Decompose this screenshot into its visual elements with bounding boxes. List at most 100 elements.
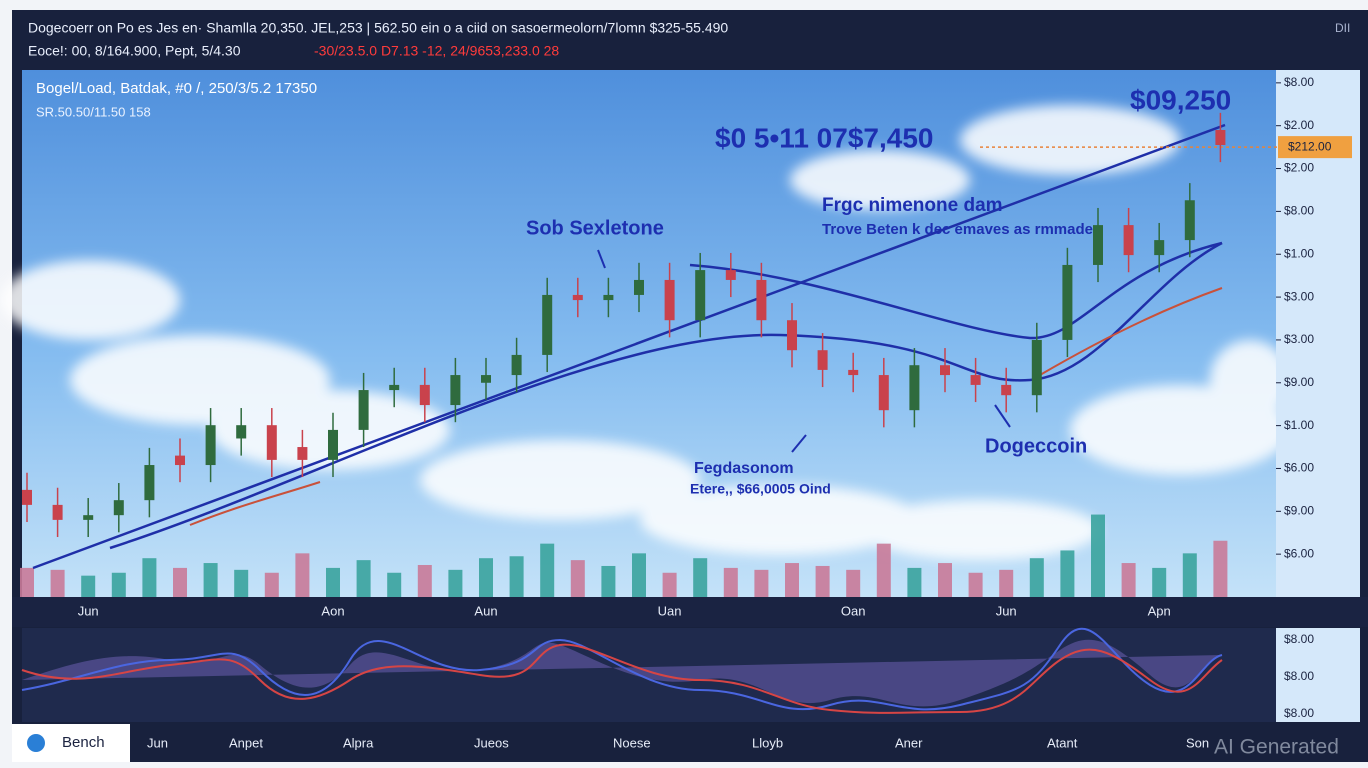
footer-label: Anpet [229, 735, 263, 750]
footer-label: Noese [613, 735, 651, 750]
candle-body [113, 500, 124, 516]
candle-body [328, 429, 338, 460]
x-tick-label: Jun [78, 603, 99, 618]
header-info: Eoce!: 00, 8/164.900, Pept, 5/4.30 [28, 43, 241, 59]
volume-bar [632, 553, 646, 597]
volume-bar [662, 572, 677, 597]
annotation: $0 5•11 07$7,450 [715, 122, 933, 153]
candle-body [450, 375, 461, 406]
candle-body [1154, 240, 1165, 256]
x-axis-strip [12, 597, 1368, 627]
x-tick-label: Aon [321, 603, 344, 618]
x-tick-label: Aun [474, 603, 497, 618]
candle-body [511, 354, 522, 376]
y-tick-label: $2.00 [1284, 161, 1314, 175]
y-tick-label: $6.00 [1284, 546, 1314, 560]
volume-bar [1152, 567, 1167, 597]
volume-bar [907, 567, 922, 597]
y-tick-label: $1.00 [1284, 246, 1314, 260]
volume-bar [1060, 550, 1075, 597]
y-tick-label: $1.00 [1284, 418, 1314, 432]
footer-label: Jueos [474, 735, 509, 750]
candle-body [1031, 339, 1042, 396]
volume-bar [356, 560, 371, 597]
candle-body [205, 425, 216, 466]
volume-bar [173, 567, 187, 597]
candle-body [756, 279, 767, 321]
annotation: Trove Beten k dec emaves as rmmade [822, 221, 1093, 238]
y-tick-label: $9.00 [1284, 503, 1314, 517]
indicator-lines [32, 123, 1226, 570]
volume-bar [601, 565, 616, 597]
oscillator-axis [1276, 628, 1360, 722]
volume-bar [938, 563, 952, 597]
candle-body [144, 465, 155, 501]
candle-body [389, 384, 400, 391]
annotation: Frgc nimenone dam [822, 195, 1003, 216]
y-tick-label: $8.00 [1284, 75, 1314, 89]
x-tick-label: Jun [996, 603, 1017, 618]
candle-body [848, 369, 859, 376]
header-corner: DII [1335, 21, 1350, 35]
annotation: Sob Sexletone [526, 217, 664, 239]
candle-body [1062, 264, 1073, 340]
volume-bar [479, 558, 493, 597]
volume-bar [509, 556, 524, 597]
volume-bar [999, 569, 1014, 597]
volume-bar [1029, 558, 1044, 597]
volume-bar [785, 563, 799, 597]
volume-bar [570, 560, 585, 597]
volume-bar [142, 558, 157, 597]
footer-label: Lloyb [752, 735, 783, 750]
candle-body [358, 390, 369, 430]
candle-body [603, 294, 614, 301]
volume-bar [968, 572, 983, 597]
volume-bar [1182, 553, 1197, 597]
y-tick-label: $2.00 [1284, 118, 1314, 132]
osc-tick-label: $8.00 [1284, 669, 1314, 683]
candle-body [664, 279, 675, 321]
volume-bar [111, 572, 126, 597]
footer-label: Son [1186, 735, 1209, 750]
candle-body [787, 320, 797, 351]
volume-bar [203, 563, 218, 597]
price-tag-label: $212.00 [1288, 139, 1332, 153]
candle-body [1215, 129, 1226, 145]
annotation: Etere,, $66,0005 Oind [690, 481, 831, 497]
volume-bar [295, 553, 310, 597]
candle-body [175, 455, 185, 466]
volume-bar [448, 569, 463, 597]
volume-bar [1091, 514, 1105, 597]
candle-body [1093, 225, 1103, 265]
volume-bar [815, 565, 830, 597]
volume-bar [326, 567, 340, 597]
osc-tick-label: $8.00 [1284, 706, 1314, 720]
candle-body [419, 384, 430, 406]
candle-body [970, 375, 981, 385]
y-tick-label: $3.00 [1284, 332, 1314, 346]
candle-body [266, 425, 277, 460]
footer-tab-label[interactable]: Bench [62, 734, 105, 751]
candle-body [542, 294, 553, 355]
y-tick-label: $8.00 [1284, 204, 1314, 218]
candle-body [1001, 384, 1012, 396]
volume-bar [846, 569, 861, 597]
header-change: -30/23.5.0 D7.13 -12, 24/9653,233.0 28 [314, 43, 559, 59]
volume-bar [264, 572, 279, 597]
footer-label: Atant [1047, 735, 1078, 750]
volume-bar [540, 543, 555, 597]
oscillator-lines [21, 627, 1223, 714]
candle-body [52, 504, 63, 520]
candle-body [909, 365, 920, 411]
tab-icon [27, 734, 45, 752]
volume-bar [234, 569, 249, 597]
x-tick-label: Oan [841, 603, 866, 618]
candle-body [817, 350, 828, 370]
footer-label: Aner [895, 735, 923, 750]
volume-bar [693, 558, 708, 597]
candle-body [297, 447, 308, 460]
watermark: AI Generated [1214, 736, 1339, 759]
annotation: $09,250 [1130, 84, 1231, 115]
x-tick-label: Apn [1148, 603, 1171, 618]
